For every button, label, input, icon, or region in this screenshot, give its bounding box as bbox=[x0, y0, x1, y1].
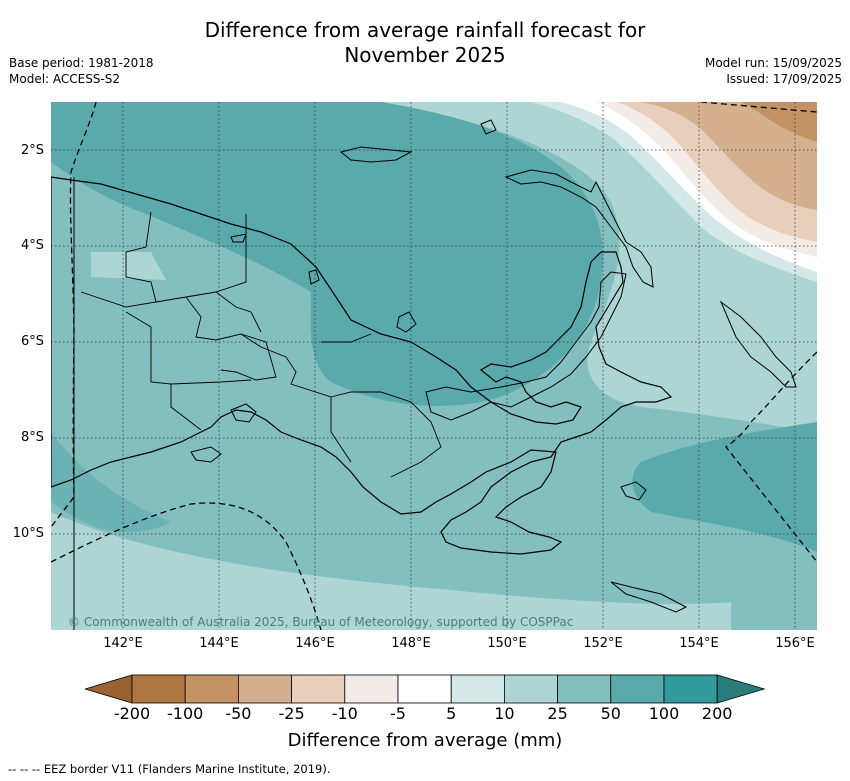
colorbar-segment bbox=[503, 674, 558, 704]
colorbar-tick-label: 50 bbox=[600, 704, 621, 723]
colorbar-title: Difference from average (mm) bbox=[287, 730, 563, 751]
model-run: Model run: 15/09/2025 bbox=[704, 56, 842, 70]
new-guinea-coastline bbox=[51, 176, 673, 555]
colorbar-tick-label: 10 bbox=[494, 704, 515, 723]
map-credit: © Commonwealth of Australia 2025, Bureau… bbox=[68, 615, 573, 629]
lon-label-156e: 156°E bbox=[775, 636, 815, 651]
colorbar-tick-label: -25 bbox=[278, 704, 305, 723]
colorbar-segment bbox=[610, 674, 665, 704]
lon-label-150e: 150°E bbox=[487, 636, 527, 651]
islands bbox=[190, 119, 797, 613]
manus-island bbox=[339, 146, 413, 163]
colorbar-segment bbox=[663, 674, 718, 704]
colorbar bbox=[85, 674, 766, 704]
lat-label-6s: 6°S bbox=[20, 334, 44, 349]
zone-wet-50-100-southwest bbox=[51, 432, 171, 533]
lat-label-4s: 4°S bbox=[20, 238, 44, 253]
colorbar-segment bbox=[557, 674, 612, 704]
lon-label-144e: 144°E bbox=[199, 636, 239, 651]
provincial-borders bbox=[80, 211, 442, 478]
colorbar-segment bbox=[397, 674, 452, 704]
eez-borders bbox=[51, 102, 817, 630]
meta-left: Base period: 1981-2018 Model: ACCESS-S2 bbox=[9, 55, 154, 87]
rainfall-map: © Commonwealth of Australia 2025, Bureau… bbox=[51, 102, 817, 630]
issued-date: Issued: 17/09/2025 bbox=[726, 72, 842, 86]
zone-dry-50-100 bbox=[741, 102, 817, 142]
colorbar-segment bbox=[291, 674, 346, 704]
new-ireland bbox=[504, 169, 654, 288]
colorbar-segment bbox=[450, 674, 505, 704]
colorbar-tick-label: -10 bbox=[331, 704, 358, 723]
meta-right: Model run: 15/09/2025 Issued: 17/09/2025 bbox=[705, 55, 842, 87]
zone-wet-10-25-south bbox=[51, 512, 731, 630]
zone-wet-50-100-north bbox=[51, 102, 604, 406]
lon-label-142e: 142°E bbox=[103, 636, 143, 651]
map-title: Difference from average rainfall forecas… bbox=[204, 18, 646, 67]
colorbar-tick-label: -50 bbox=[225, 704, 252, 723]
lat-label-8s: 8°S bbox=[20, 430, 44, 445]
colorbar-segment bbox=[237, 674, 292, 704]
colorbar-tick-label: 100 bbox=[648, 704, 680, 723]
eez-legend-note: -- -- -- EEZ border V11 (Flanders Marine… bbox=[8, 762, 331, 776]
eez-south bbox=[51, 502, 322, 630]
lon-label-154e: 154°E bbox=[679, 636, 719, 651]
colorbar-arrow-left bbox=[85, 674, 133, 704]
colorbar-tick-label: -5 bbox=[390, 704, 406, 723]
lon-label-146e: 146°E bbox=[295, 636, 335, 651]
colorbar-tick-label: 5 bbox=[446, 704, 457, 723]
new-britain bbox=[425, 271, 627, 421]
colorbar-tick-label: -100 bbox=[167, 704, 204, 723]
colorbar-tick-label: 200 bbox=[701, 704, 733, 723]
zone-dry-25-50 bbox=[641, 102, 817, 210]
lon-label-152e: 152°E bbox=[583, 636, 623, 651]
colorbar-tick-label: 25 bbox=[547, 704, 568, 723]
colorbar-tick-label: -200 bbox=[113, 704, 151, 723]
colorbar-segment bbox=[344, 674, 399, 704]
eez-west bbox=[51, 102, 97, 528]
lat-label-10s: 10°S bbox=[12, 526, 44, 541]
colorbar-segment bbox=[184, 674, 239, 704]
lat-label-2s: 2°S bbox=[20, 143, 44, 158]
lon-label-148e: 148°E bbox=[391, 636, 431, 651]
zone-wet-10-25-west bbox=[91, 252, 166, 280]
model-name: Model: ACCESS-S2 bbox=[9, 72, 121, 86]
colorbar-arrow-right bbox=[716, 674, 766, 704]
colorbar-segment bbox=[131, 674, 186, 704]
base-period: Base period: 1981-2018 bbox=[9, 56, 154, 70]
zone-wet-50-100-east bbox=[632, 422, 817, 552]
bougainville bbox=[719, 300, 797, 388]
colorbar-segments bbox=[85, 674, 766, 704]
